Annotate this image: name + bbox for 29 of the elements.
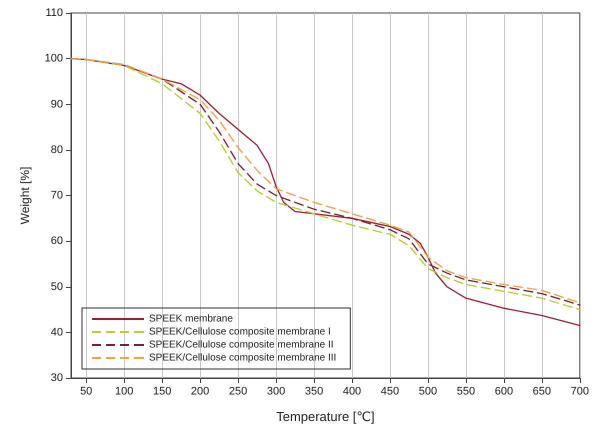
legend-label: SPEEK/Cellulose composite membrane II: [149, 340, 334, 350]
x-tick-label: 550: [456, 386, 476, 398]
y-tick-label: 60: [50, 235, 63, 248]
legend-label: SPEEK/Cellulose composite membrane I: [149, 326, 331, 338]
x-tick-label: 100: [114, 386, 134, 398]
y-tick-label: 110: [45, 7, 63, 19]
x-tick-label: 700: [570, 386, 590, 398]
x-tick-label: 200: [190, 386, 210, 398]
y-tick-label: 50: [50, 280, 63, 293]
legend-label: SPEEK membrane: [149, 314, 234, 324]
x-tick-label: 250: [228, 386, 248, 398]
x-tick-label: 350: [304, 386, 324, 398]
x-tick-label: 600: [494, 386, 514, 398]
x-tick-label: 400: [342, 386, 362, 398]
x-tick-label: 50: [80, 386, 92, 398]
x-tick-label: 450: [380, 386, 400, 398]
y-tick-label: 30: [50, 372, 63, 384]
y-tick-label: 80: [50, 144, 63, 156]
legend-label: SPEEK/Cellulose composite membrane III: [149, 352, 336, 364]
y-tick-label: 90: [50, 98, 63, 110]
y-axis-title: Weight [%]: [18, 166, 32, 224]
x-tick-label: 150: [152, 386, 172, 398]
y-tick-label: 40: [50, 326, 63, 338]
x-tick-label: 500: [418, 386, 438, 398]
x-axis-title: Temperature [℃]: [276, 409, 375, 424]
x-tick-label: 300: [266, 386, 286, 398]
y-tick-label: 100: [44, 52, 63, 65]
y-tick-label: 70: [50, 190, 63, 202]
x-tick-label: 650: [532, 386, 552, 398]
